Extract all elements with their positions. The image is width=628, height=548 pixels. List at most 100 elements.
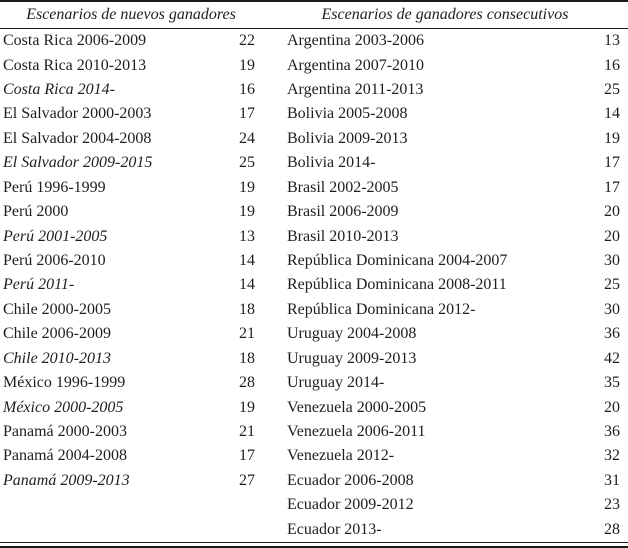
right-scenario-value: 20 [604, 398, 620, 416]
right-scenario-label: Uruguay 2004-2008 [287, 326, 417, 343]
left-scenario-value: 18 [239, 300, 255, 318]
left-scenario-label: Panamá 2004-2008 [3, 448, 127, 465]
right-scenario-value: 35 [604, 374, 620, 392]
table-body: Costa Rica 2006-2009 22 Argentina 2003-200… [0, 29, 628, 542]
right-scenario-value: 36 [604, 422, 620, 440]
left-scenario-value: 18 [239, 349, 255, 367]
right-scenario-value: 42 [604, 349, 620, 367]
left-scenario-value: 21 [239, 422, 255, 440]
table-row: Chile 2010-2013 18 Uruguay 2009-2013 42 [0, 346, 628, 370]
left-scenario-label: Chile 2000-2005 [3, 301, 111, 318]
table-header-row: Escenarios de nuevos ganadores Escenario… [0, 2, 628, 29]
left-scenario-value: 22 [239, 32, 255, 50]
left-scenario-label: Perú 2000 [3, 204, 69, 221]
left-scenario-label: Perú 2011- [3, 277, 75, 294]
table-row: Perú 2000 19 Brasil 2006-2009 20 [0, 200, 628, 224]
right-scenario-value: 25 [604, 276, 620, 294]
table-row: México 1996-1999 28 Uruguay 2014- 35 [0, 371, 628, 395]
right-scenario-label: Ecuador 2009-2012 [287, 497, 414, 514]
right-scenario-label: Argentina 2011-2013 [287, 82, 424, 99]
left-scenario-label: Panamá 2009-2013 [3, 472, 130, 489]
right-scenario-label: Brasil 2006-2009 [287, 204, 399, 221]
right-scenario-value: 17 [604, 154, 620, 172]
right-scenario-label: República Dominicana 2004-2007 [287, 253, 508, 269]
right-scenario-value: 16 [604, 56, 620, 74]
left-scenario-label: El Salvador 2004-2008 [3, 130, 152, 147]
right-scenario-label: Uruguay 2014- [287, 375, 385, 392]
right-scenario-value: 36 [604, 325, 620, 343]
right-scenario-value: 30 [604, 252, 620, 269]
left-scenario-value: 24 [239, 129, 255, 147]
right-scenario-value: 28 [604, 520, 620, 538]
right-scenario-value: 32 [604, 447, 620, 465]
right-scenario-value: 30 [604, 300, 620, 318]
table-row: Perú 2001-2005 13 Brasil 2010-2013 20 [0, 224, 628, 248]
right-scenario-label: República Dominicana 2008-2011 [287, 277, 507, 294]
right-scenario-label: Bolivia 2009-2013 [287, 130, 408, 147]
table-row: Ecuador 2009-2012 23 [0, 493, 628, 517]
right-scenario-label: Ecuador 2006-2008 [287, 472, 414, 489]
left-scenario-value: 25 [239, 154, 255, 172]
right-column-header: Escenarios de ganadores consecutivos [321, 6, 569, 23]
left-scenario-label: Chile 2006-2009 [3, 326, 111, 343]
right-scenario-label: Bolivia 2014- [287, 155, 376, 172]
table-row: Panamá 2009-2013 27 Ecuador 2006-2008 31 [0, 469, 628, 493]
left-scenario-value: 19 [239, 203, 255, 221]
table-bottom-rule-thin [0, 541, 628, 543]
right-scenario-label: Argentina 2007-2010 [287, 57, 425, 74]
table-row: Panamá 2000-2003 21 Venezuela 2006-2011 36 [0, 420, 628, 444]
left-scenario-label: Perú 1996-1999 [3, 179, 106, 196]
right-scenario-label: Brasil 2010-2013 [287, 228, 399, 245]
left-scenario-label: Costa Rica 2014- [3, 82, 115, 99]
left-scenario-value: 19 [239, 56, 255, 74]
right-scenario-label: Venezuela 2000-2005 [287, 399, 427, 416]
left-scenario-value: 14 [239, 276, 255, 294]
left-scenario-label: Costa Rica 2010-2013 [3, 57, 147, 74]
left-scenario-value: 19 [239, 398, 255, 416]
table-row: Panamá 2004-2008 17 Venezuela 2012- 32 [0, 444, 628, 468]
right-scenario-value: 31 [604, 471, 620, 489]
right-scenario-value: 14 [604, 105, 620, 123]
right-scenario-label: Ecuador 2013- [287, 521, 382, 538]
table-row: Costa Rica 2006-2009 22 Argentina 2003-200… [0, 29, 628, 53]
left-scenario-value: 21 [239, 325, 255, 343]
right-scenario-value: 20 [604, 227, 620, 245]
left-scenario-value: 13 [239, 227, 255, 245]
left-scenario-label: Panamá 2000-2003 [3, 423, 127, 440]
right-scenario-label: Brasil 2002-2005 [287, 179, 399, 196]
table-row: El Salvador 2000-2003 17 Bolivia 2005-2008… [0, 102, 628, 126]
right-scenario-label: Venezuela 2006-2011 [287, 423, 426, 440]
left-scenario-value: 17 [239, 447, 255, 465]
left-scenario-value: 17 [239, 105, 255, 123]
table-bottom-rule-thick [0, 545, 628, 548]
left-scenario-value: 19 [239, 178, 255, 196]
left-scenario-label: El Salvador 2009-2015 [3, 155, 153, 172]
left-scenario-label: Chile 2010-2013 [3, 350, 111, 367]
left-scenario-label: Costa Rica 2006-2009 [3, 33, 147, 50]
left-scenario-value: 28 [239, 374, 255, 392]
right-scenario-value: 25 [604, 81, 620, 99]
left-column-header: Escenarios de nuevos ganadores [26, 6, 236, 23]
left-scenario-label: Perú 2006-2010 [3, 253, 106, 269]
right-scenario-label: República Dominicana 2012- [287, 301, 476, 318]
table-row: México 2000-2005 19 Venezuela 2000-2005 20 [0, 395, 628, 419]
right-scenario-value: 23 [604, 496, 620, 514]
table-top-rule [0, 0, 628, 2]
left-scenario-label: Perú 2001-2005 [3, 228, 108, 245]
right-scenario-label: Argentina 2003-2006 [287, 33, 425, 50]
right-scenario-value: 17 [604, 178, 620, 196]
table-row: El Salvador 2004-2008 24 Bolivia 2009-2013… [0, 127, 628, 151]
table-row: Ecuador 2013- 28 [0, 517, 628, 541]
left-scenario-label: México 1996-1999 [3, 375, 126, 392]
table-row: Chile 2006-2009 21 Uruguay 2004-2008 36 [0, 322, 628, 346]
left-scenario-value: 14 [239, 252, 255, 269]
table-row: Costa Rica 2014- 16 Argentina 2011-2013 25 [0, 78, 628, 102]
right-scenario-label: Venezuela 2012- [287, 448, 395, 465]
left-scenario-value: 16 [239, 81, 255, 99]
left-scenario-label: El Salvador 2000-2003 [3, 106, 152, 123]
left-scenario-value: 27 [239, 471, 255, 489]
table-row: Chile 2000-2005 18 República Dominicana 20… [0, 298, 628, 322]
left-scenario-label: México 2000-2005 [3, 399, 124, 416]
table-row: Perú 2011- 14 República Dominicana 2008-20… [0, 273, 628, 297]
